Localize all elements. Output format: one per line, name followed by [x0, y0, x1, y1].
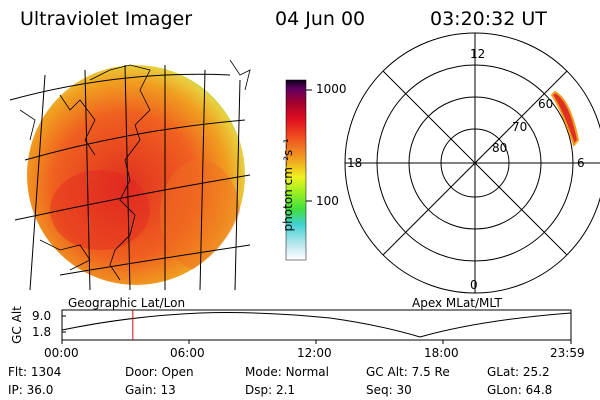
time-label: 03:20:32 UT: [430, 8, 547, 30]
right-panel-label: Apex MLat/MLT: [412, 296, 502, 310]
alt-ytick: 9.0: [32, 309, 52, 323]
info-dsp: Dsp: 2.1: [245, 383, 296, 397]
geo-grid: [9, 64, 251, 291]
alt-xtick: 18:00: [424, 346, 459, 360]
polar-grid: [344, 32, 600, 294]
info-flt: Flt: 1304: [8, 365, 62, 379]
colorbar-tick-label: 1000: [316, 82, 347, 96]
lat-label-80: 80: [492, 141, 508, 155]
alt-xtick: 06:00: [170, 346, 205, 360]
alt-ytick: 1.8: [32, 325, 52, 339]
auroral-patch: [550, 90, 580, 148]
colorbar-tick-label: 100: [316, 194, 339, 208]
alt-xtick: 00:00: [44, 346, 79, 360]
altitude-plot: [61, 309, 572, 344]
earth-image: [27, 65, 245, 285]
info-seq: Seq: 30: [366, 383, 412, 397]
mlt-label-6: 6: [577, 156, 585, 170]
date-label: 04 Jun 00: [275, 8, 366, 30]
info-ip: IP: 36.0: [8, 383, 54, 397]
info-gain: Gain: 13: [125, 383, 176, 397]
lat-label-60: 60: [538, 97, 554, 111]
info-glat: GLat: 25.2: [487, 365, 550, 379]
info-mode: Mode: Normal: [245, 365, 329, 379]
info-door: Door: Open: [125, 365, 194, 379]
left-panel-label: Geographic Lat/Lon: [68, 296, 186, 310]
colorbar-unit-label: photon cm⁻²s⁻¹: [281, 138, 295, 232]
info-glon: GLon: 64.8: [487, 383, 553, 397]
mlt-label-0: 0: [470, 278, 478, 292]
alt-xtick: 23:59: [550, 346, 585, 360]
mlt-label-12: 12: [470, 47, 486, 61]
info-gcalt: GC Alt: 7.5 Re: [366, 365, 450, 379]
alt-ylabel: GC Alt: [10, 306, 24, 344]
coastline: [19, 59, 251, 281]
alt-xtick: 12:00: [297, 346, 332, 360]
mlt-label-18: 18: [347, 156, 363, 170]
app-title: Ultraviolet Imager: [20, 8, 193, 30]
colorbar: [285, 79, 307, 261]
lat-label-70: 70: [512, 120, 528, 134]
